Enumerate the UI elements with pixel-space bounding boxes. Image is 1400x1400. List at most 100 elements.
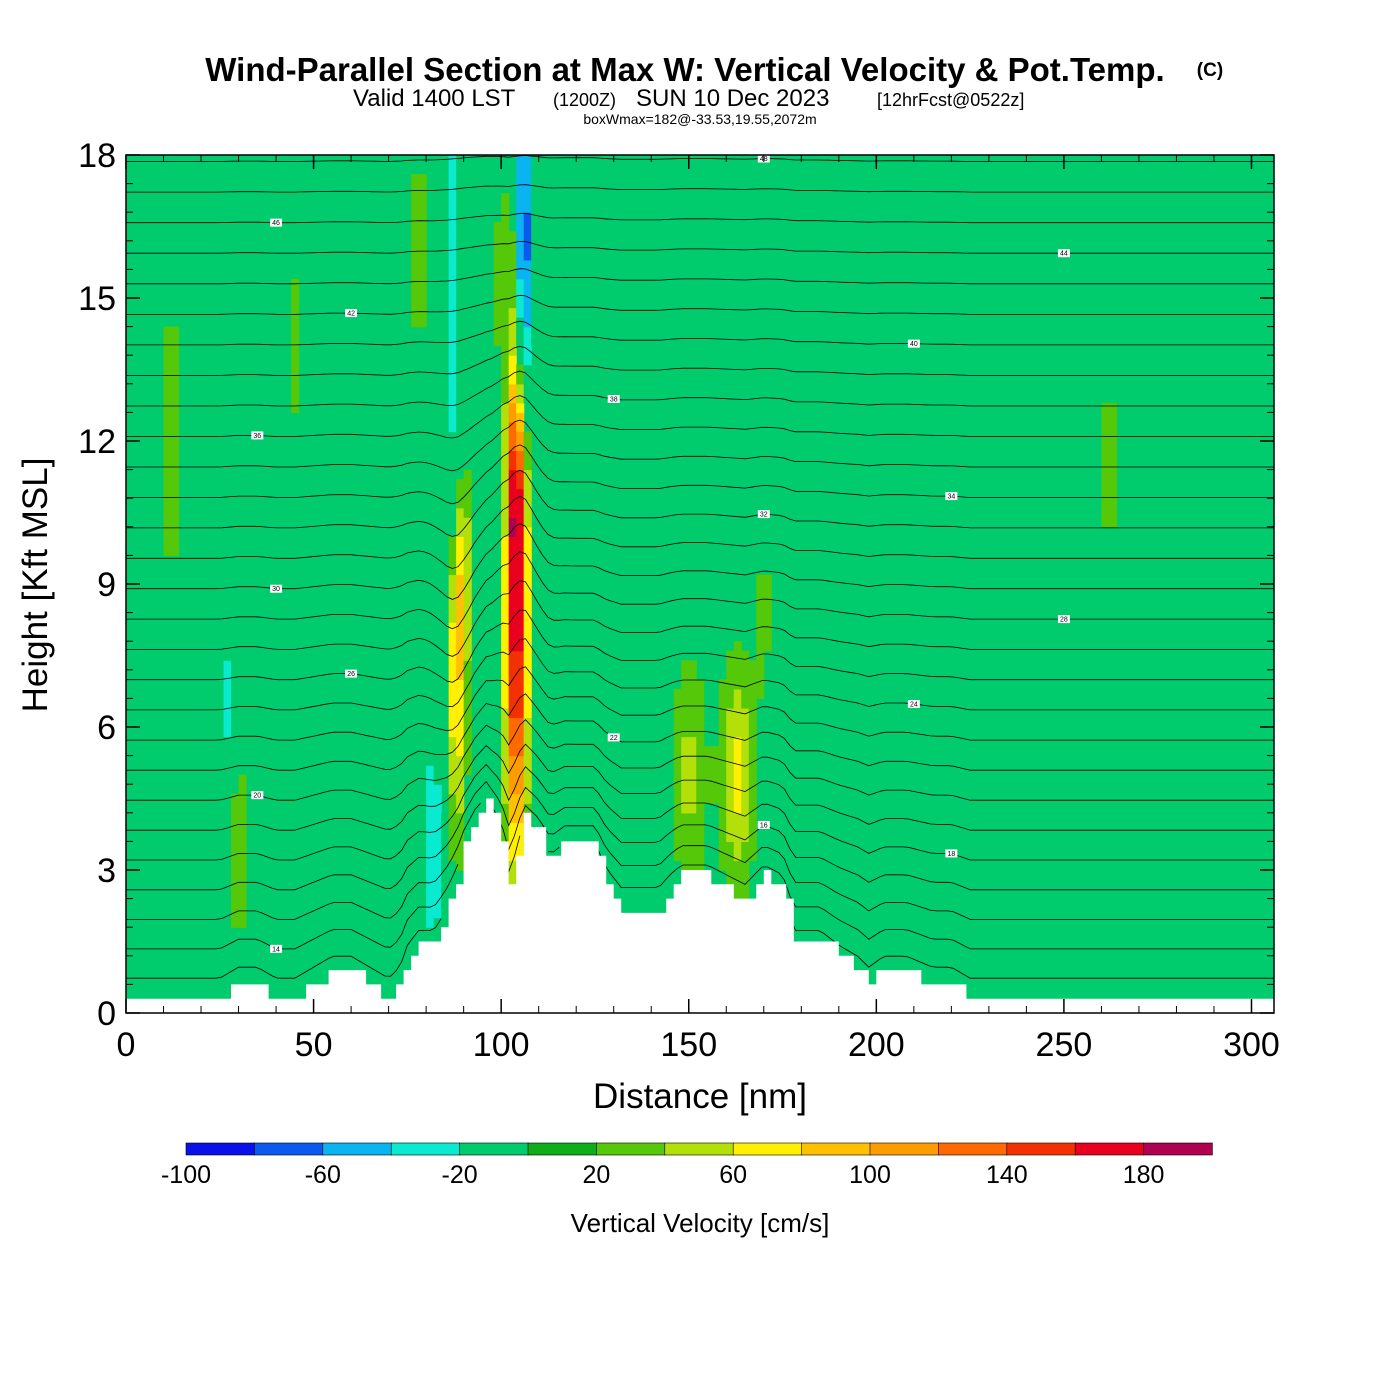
velocity-cell: [456, 298, 465, 309]
isentrope-line: [126, 155, 1274, 162]
velocity-cell: [433, 927, 442, 938]
velocity-cell: [456, 526, 465, 537]
velocity-cell: [711, 345, 720, 356]
velocity-cell: [463, 517, 472, 528]
velocity-cell: [216, 641, 225, 652]
velocity-cell: [703, 164, 712, 175]
isentrope-line: [126, 835, 1274, 950]
velocity-cell: [253, 498, 262, 509]
velocity-cell: [441, 898, 450, 909]
velocity-cell: [246, 526, 255, 537]
colorbar-tick-label: -100: [161, 1161, 211, 1189]
velocity-cell: [403, 660, 412, 671]
velocity-cell: [688, 755, 697, 766]
velocity-cell: [253, 450, 262, 461]
velocity-cell: [238, 603, 247, 614]
velocity-cell: [433, 831, 442, 842]
velocity-cell: [388, 927, 397, 938]
velocity-cell: [681, 202, 690, 213]
velocity-cell: [756, 593, 765, 604]
velocity-cell: [456, 564, 465, 576]
velocity-cell: [388, 965, 397, 976]
velocity-cell: [688, 259, 697, 270]
velocity-cell: [516, 278, 525, 290]
velocity-cell: [508, 574, 517, 585]
velocity-cell: [501, 278, 510, 290]
velocity-cell: [523, 155, 532, 166]
velocity-cell: [703, 746, 712, 757]
velocity-cell: [718, 231, 727, 242]
velocity-cell: [681, 784, 690, 795]
velocity-cell: [171, 374, 180, 385]
velocity-cell: [411, 221, 420, 232]
velocity-cell: [726, 736, 735, 747]
velocity-cell: [441, 278, 450, 290]
velocity-cell: [741, 688, 750, 699]
velocity-cell: [448, 259, 457, 270]
velocity-cell: [523, 698, 532, 709]
velocity-cell: [381, 860, 390, 871]
velocity-cell: [696, 278, 705, 290]
velocity-cell: [171, 469, 180, 480]
velocity-cell: [666, 193, 675, 204]
velocity-cell: [171, 421, 180, 433]
velocity-cell: [216, 564, 225, 576]
velocity-cell: [388, 984, 397, 995]
velocity-cell: [463, 345, 472, 356]
velocity-cell: [223, 688, 232, 699]
velocity-cell: [171, 545, 180, 556]
velocity-cell: [666, 202, 675, 213]
velocity-cell: [696, 355, 705, 366]
velocity-cell: [688, 812, 697, 823]
svg-text:42: 42: [347, 311, 355, 318]
velocity-cell: [696, 393, 705, 404]
velocity-cell: [433, 517, 442, 528]
velocity-cell: [726, 707, 735, 719]
colorbar-swatch: [527, 1142, 598, 1156]
velocity-cell: [223, 421, 232, 433]
velocity-cell: [463, 307, 472, 318]
velocity-cell: [741, 660, 750, 671]
velocity-cell: [523, 278, 532, 290]
velocity-cell: [403, 908, 412, 919]
velocity-cell: [711, 288, 720, 299]
velocity-cell: [456, 421, 465, 433]
velocity-cell: [208, 936, 217, 947]
velocity-cell: [703, 307, 712, 318]
velocity-cell: [216, 555, 225, 566]
velocity-cell: [763, 593, 772, 604]
velocity-cell: [208, 631, 217, 642]
velocity-cell: [1108, 488, 1118, 499]
velocity-cell: [448, 545, 457, 556]
velocity-cell: [681, 278, 690, 290]
velocity-cell: [531, 298, 540, 309]
velocity-cell: [433, 908, 442, 919]
velocity-cell: [523, 593, 532, 604]
velocity-cell: [381, 917, 390, 928]
svg-text:32: 32: [760, 512, 768, 519]
velocity-cell: [163, 488, 172, 499]
velocity-cell: [501, 631, 510, 642]
velocity-cell: [523, 469, 532, 480]
velocity-cell: [448, 564, 457, 576]
velocity-cell: [516, 221, 525, 232]
velocity-cell: [223, 669, 232, 680]
velocity-cell: [493, 221, 502, 232]
velocity-cell: [216, 727, 225, 738]
velocity-cell: [501, 202, 510, 213]
colorbar-swatch: [322, 1142, 392, 1156]
velocity-cell: [411, 879, 420, 890]
velocity-cell: [261, 622, 270, 633]
velocity-cell: [673, 803, 682, 814]
velocity-cell: [688, 831, 697, 842]
velocity-cell: [1101, 469, 1110, 480]
velocity-cell: [396, 974, 405, 985]
velocity-cell: [216, 831, 225, 842]
velocity-cell: [231, 850, 240, 862]
velocity-cell: [448, 307, 457, 318]
velocity-cell: [696, 336, 705, 347]
velocity-cell: [171, 460, 180, 471]
velocity-cell: [516, 660, 525, 671]
velocity-cell: [681, 727, 690, 738]
velocity-cell: [703, 240, 712, 251]
